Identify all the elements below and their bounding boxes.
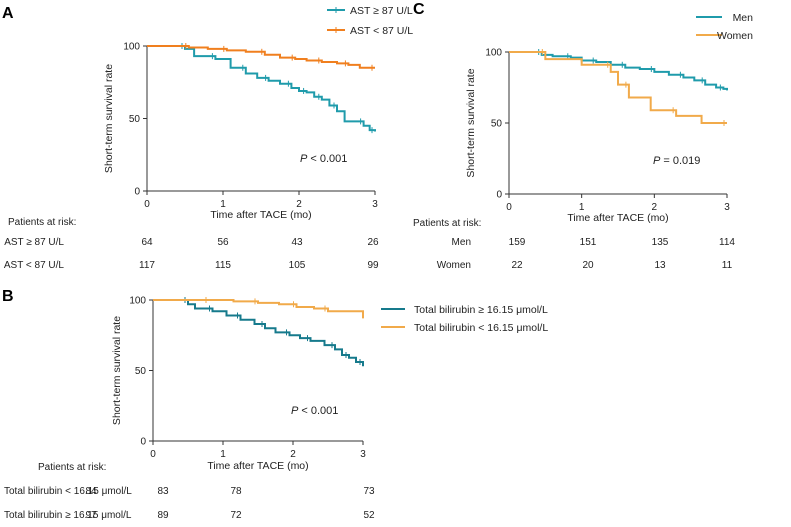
y-axis-label: Short-term survival rate — [103, 64, 115, 173]
x-tick-label: 3 — [372, 199, 378, 210]
legend-label: AST < 87 U/L — [350, 25, 413, 37]
risk-row-label: AST ≥ 87 U/L — [4, 237, 64, 248]
x-tick-label: 0 — [144, 199, 150, 210]
risk-count: 135 — [652, 237, 669, 248]
risk-row-label: Men — [452, 237, 471, 248]
risk-count: 159 — [509, 237, 526, 248]
panel-c: C 0 1 2 3 0 50 100 Time after TACE (mo) Short-ter… — [413, 1, 753, 271]
p-value-annotation: P = 0.019 — [653, 155, 700, 167]
y-tick-label: 0 — [496, 190, 502, 201]
panel-label: C — [413, 1, 425, 18]
risk-count: 13 — [654, 260, 666, 271]
risk-count: 115 — [215, 260, 231, 271]
y-tick-label: 100 — [129, 296, 146, 307]
legend-label: Total bilirubin < 16.15 μmol/L — [414, 322, 548, 334]
risk-count: 11 — [722, 260, 733, 271]
legend-label: AST ≥ 87 U/L — [350, 5, 413, 17]
risk-count: 26 — [367, 237, 379, 248]
legend-label: Men — [733, 12, 754, 24]
risk-count: 151 — [580, 237, 597, 248]
y-tick-label: 100 — [485, 48, 502, 59]
x-tick-label: 1 — [220, 199, 226, 210]
x-tick-label: 1 — [579, 202, 585, 213]
risk-count: 52 — [363, 510, 375, 521]
risk-count: 72 — [230, 510, 242, 521]
legend-label: Women — [717, 30, 753, 42]
survival-curve-1 — [153, 299, 364, 319]
x-axis-label: Time after TACE (mo) — [210, 209, 311, 221]
risk-count: 83 — [157, 486, 169, 497]
risk-count: 56 — [217, 237, 229, 248]
risk-row-label: Women — [437, 260, 471, 271]
risk-count: 97 — [85, 510, 97, 521]
y-tick-label: 50 — [129, 114, 141, 125]
risk-table-title: Patients at risk: — [8, 217, 76, 228]
legend-label: Total bilirubin ≥ 16.15 μmol/L — [414, 304, 548, 316]
survival-curve-0 — [509, 51, 728, 91]
risk-row-label: Total bilirubin ≥ 16.15 μmol/L — [4, 510, 132, 521]
risk-table-title: Patients at risk: — [38, 462, 106, 473]
x-tick-label: 2 — [296, 199, 302, 210]
risk-count: 89 — [157, 510, 169, 521]
survival-curve-0 — [147, 45, 376, 132]
y-tick-label: 50 — [135, 366, 147, 377]
y-tick-label: 0 — [140, 437, 146, 448]
x-tick-label: 1 — [220, 449, 226, 460]
x-tick-label: 0 — [150, 449, 156, 460]
x-axis-label: Time after TACE (mo) — [567, 212, 668, 224]
risk-count: 105 — [289, 260, 306, 271]
risk-table-title: Patients at risk: — [413, 218, 481, 229]
x-tick-label: 3 — [724, 202, 730, 213]
survival-curve-1 — [509, 51, 727, 124]
p-value-annotation: P < 0.001 — [291, 405, 338, 417]
risk-row-label: AST < 87 U/L — [4, 260, 65, 271]
y-tick-label: 50 — [491, 119, 503, 130]
panel-a: A 0 1 2 3 0 50 100 Time after TACE (mo) Short-ter… — [2, 5, 413, 271]
risk-count: 114 — [719, 237, 735, 248]
panel-label: A — [2, 5, 14, 22]
y-tick-label: 100 — [123, 42, 140, 53]
x-tick-label: 2 — [290, 449, 296, 460]
risk-count: 73 — [363, 486, 375, 497]
x-axis-label: Time after TACE (mo) — [207, 460, 308, 472]
p-value-annotation: P < 0.001 — [300, 153, 347, 165]
panel-b: B 0 1 2 3 0 50 100 Time after TACE (mo) Short-ter… — [2, 288, 548, 521]
survival-curve-1 — [147, 45, 375, 69]
risk-count: 64 — [141, 237, 153, 248]
y-tick-label: 0 — [134, 187, 140, 198]
x-tick-label: 0 — [506, 202, 512, 213]
risk-count: 43 — [291, 237, 303, 248]
risk-row-label: Total bilirubin < 16.15 μmol/L — [4, 486, 132, 497]
risk-count: 117 — [139, 260, 155, 271]
risk-count: 20 — [582, 260, 594, 271]
x-tick-label: 2 — [652, 202, 658, 213]
risk-count: 78 — [230, 486, 242, 497]
risk-count: 99 — [367, 260, 379, 271]
risk-count: 22 — [511, 260, 523, 271]
y-axis-label: Short-term survival rate — [111, 316, 123, 425]
survival-curve-0 — [153, 299, 364, 367]
y-axis-label: Short-term survival rate — [465, 68, 477, 177]
x-tick-label: 3 — [360, 449, 366, 460]
risk-count: 84 — [85, 486, 97, 497]
panel-label: B — [2, 288, 14, 305]
